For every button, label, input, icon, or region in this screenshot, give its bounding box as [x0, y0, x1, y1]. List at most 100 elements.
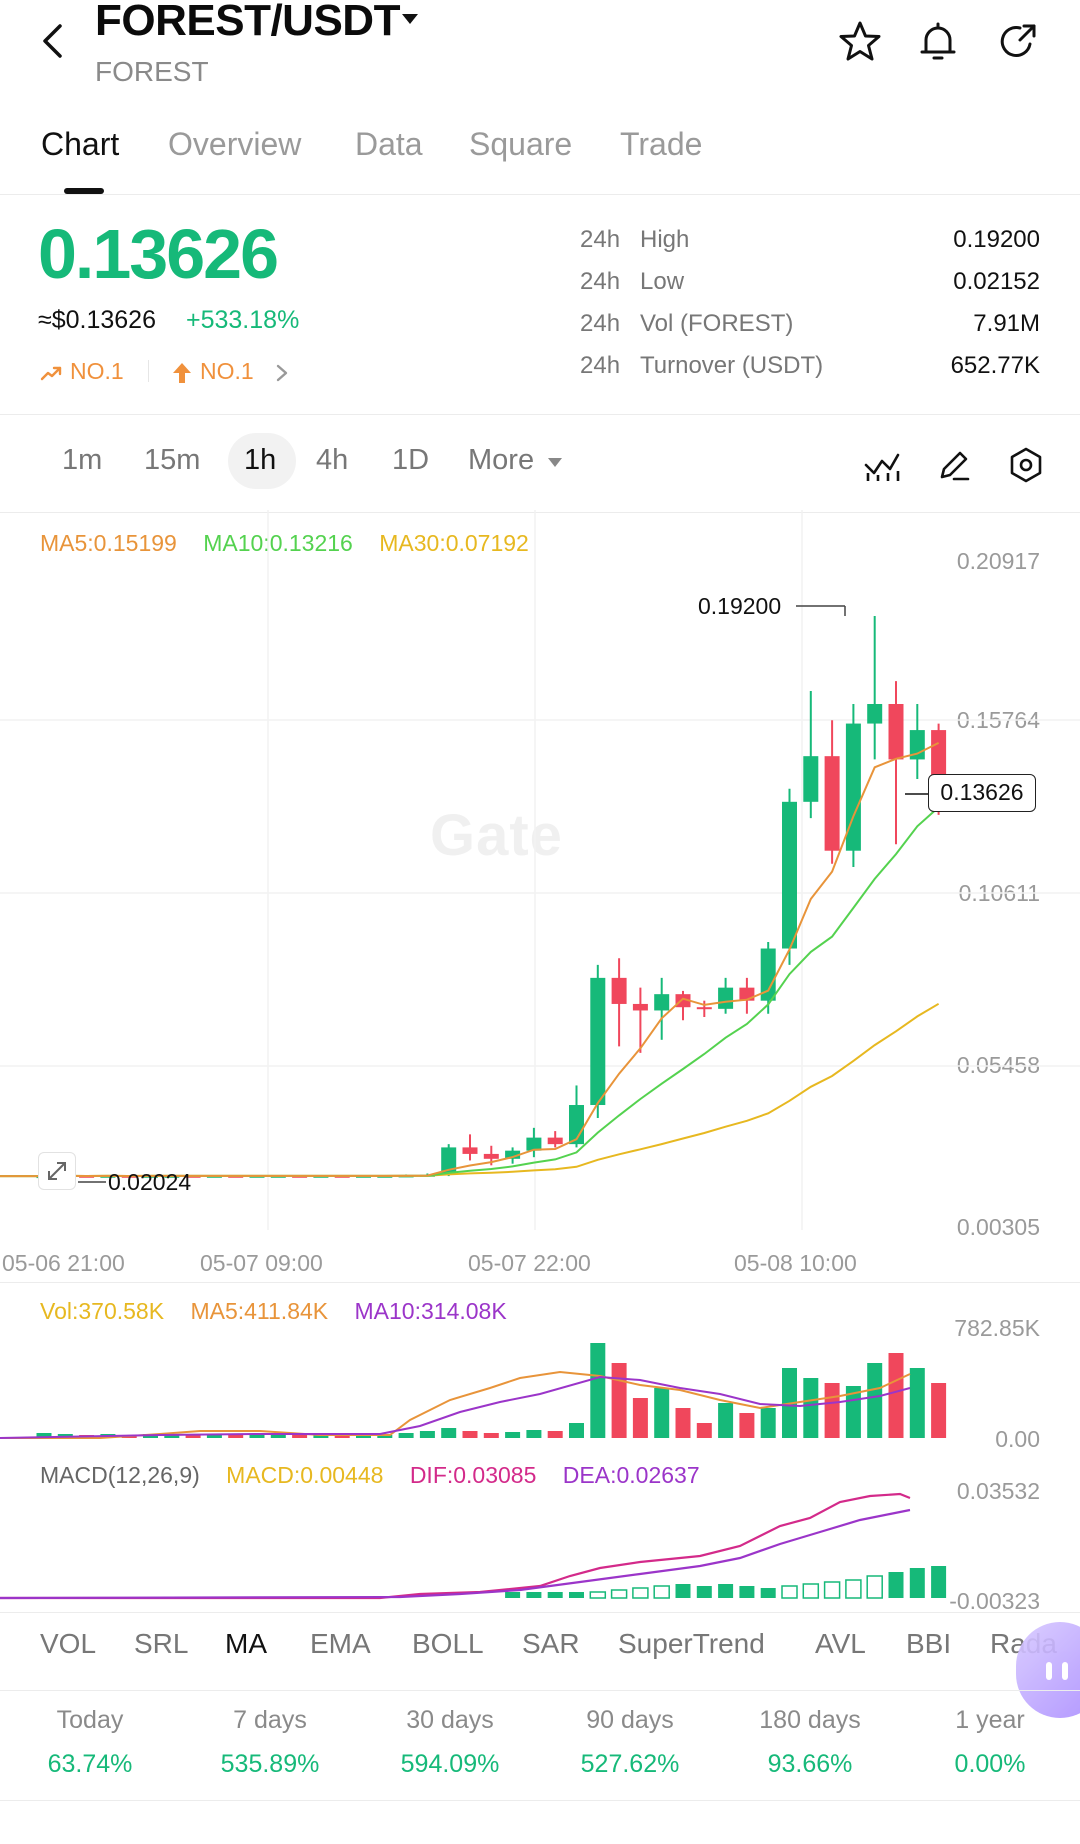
- more-caret-icon[interactable]: [548, 458, 562, 467]
- tab-data[interactable]: Data: [355, 126, 423, 162]
- divider: [0, 194, 1080, 195]
- tab-square[interactable]: Square: [469, 126, 573, 162]
- perf-today-value: 63.74%: [47, 1750, 133, 1778]
- settings-icon[interactable]: [1004, 443, 1048, 487]
- indicator-bbi[interactable]: BBI: [906, 1628, 952, 1659]
- vol-y-bottom: 0.00: [995, 1426, 1040, 1452]
- indicator-supertrend[interactable]: SuperTrend: [618, 1628, 765, 1659]
- volume-bar: [483, 1433, 499, 1438]
- back-arrow-icon[interactable]: [34, 18, 74, 64]
- expand-icon: [48, 1162, 66, 1180]
- chart-gridlines: [0, 510, 1080, 1230]
- base-currency: FOREST: [95, 56, 209, 87]
- divider: [0, 1690, 1080, 1691]
- candle-body: [867, 704, 883, 724]
- last-price: 0.13626: [38, 215, 279, 293]
- stat-turnover-label: 24h Turnover (USDT): [580, 352, 824, 379]
- macd-bar: [760, 1588, 776, 1598]
- vol-label: Vol:370.58K: [40, 1298, 165, 1324]
- volume-bar: [760, 1408, 776, 1438]
- macd-bar: [823, 1581, 841, 1599]
- high-marker: 0.19200: [698, 593, 846, 619]
- indicator-vol[interactable]: VOL: [40, 1628, 97, 1659]
- gate-watermark: Gate: [430, 803, 563, 868]
- volume-bars: [36, 1343, 947, 1438]
- bubble-eye-icon: [1046, 1662, 1052, 1680]
- tab-trade[interactable]: Trade: [620, 126, 703, 162]
- volume-bar: [696, 1423, 712, 1438]
- volume-chart[interactable]: [0, 1330, 1080, 1440]
- ma5-label: MA5:0.15199: [40, 530, 177, 556]
- pair-title[interactable]: FOREST/USDT: [95, 0, 400, 45]
- macd-params-label: MACD(12,26,9): [40, 1462, 200, 1488]
- macd-bar: [675, 1584, 691, 1598]
- assistant-bubble[interactable]: [1016, 1622, 1080, 1718]
- volume-bar: [867, 1363, 883, 1438]
- draw-pencil-icon[interactable]: [932, 443, 976, 487]
- interval-4h[interactable]: 4h: [316, 444, 349, 476]
- macd-bar: [505, 1592, 521, 1598]
- candle-body: [675, 994, 691, 1008]
- macd-chart[interactable]: [0, 1480, 1080, 1605]
- volume-bar: [292, 1435, 308, 1438]
- interval-15m[interactable]: 15m: [144, 444, 201, 476]
- expand-chart-button[interactable]: [38, 1152, 76, 1190]
- candle-body: [824, 756, 840, 851]
- ma-lines: [0, 742, 940, 1178]
- candle-body: [718, 987, 734, 1009]
- perf-1y-value: 0.00%: [954, 1750, 1026, 1778]
- indicator-ma[interactable]: MA: [225, 1628, 267, 1659]
- volume-bar: [590, 1343, 606, 1438]
- stat-high-label: 24h High: [580, 226, 690, 253]
- macd-bar: [569, 1592, 584, 1598]
- rank-gainers-label: NO.1: [200, 358, 254, 384]
- star-icon[interactable]: [836, 18, 884, 66]
- volume-bar: [718, 1403, 734, 1438]
- volume-bar: [206, 1435, 222, 1438]
- macd-bar: [547, 1592, 563, 1598]
- candle-body: [483, 1153, 499, 1159]
- interval-more[interactable]: More: [468, 444, 535, 476]
- dea-line: [0, 1508, 911, 1600]
- macd-legend: MACD(12,26,9) MACD:0.00448 DIF:0.03085 D…: [40, 1462, 700, 1489]
- indicator-boll[interactable]: BOLL: [412, 1628, 484, 1659]
- pair-dropdown-icon[interactable]: [402, 14, 418, 24]
- dif-label: DIF:0.03085: [409, 1462, 537, 1488]
- interval-1d[interactable]: 1D: [392, 444, 430, 476]
- indicator-avl[interactable]: AVL: [815, 1628, 866, 1659]
- indicator-sar[interactable]: SAR: [522, 1628, 580, 1659]
- volume-bar: [547, 1431, 563, 1438]
- macd-bar: [845, 1579, 862, 1599]
- tab-overview[interactable]: Overview: [168, 126, 302, 162]
- ma10-line: [0, 806, 940, 1178]
- interval-1h[interactable]: 1h: [244, 444, 277, 476]
- candle-body: [760, 948, 776, 1001]
- bell-icon[interactable]: [914, 18, 962, 66]
- macd-histogram: [505, 1566, 947, 1599]
- macd-y-bottom: -0.00323: [949, 1588, 1040, 1614]
- candle-body: [462, 1147, 478, 1154]
- vol-ma10-line: [0, 1375, 911, 1439]
- perf-1y-label: 1 year: [955, 1706, 1025, 1734]
- share-icon[interactable]: [994, 18, 1042, 66]
- candle-body: [696, 1007, 712, 1010]
- candle-body: [526, 1137, 542, 1151]
- dif-line: [0, 1492, 911, 1600]
- tab-chart[interactable]: Chart: [41, 126, 120, 162]
- rank-trending[interactable]: NO.1: [40, 358, 124, 385]
- perf-30d-value: 594.09%: [400, 1750, 500, 1778]
- indicator-ema[interactable]: EMA: [310, 1628, 371, 1659]
- price-chart[interactable]: 0.19200 0.02024: [0, 510, 1080, 1230]
- macd-bar: [589, 1591, 607, 1599]
- rank-gainers[interactable]: NO.1: [172, 358, 290, 385]
- indicator-srl[interactable]: SRL: [134, 1628, 189, 1659]
- interval-1m[interactable]: 1m: [62, 444, 103, 476]
- vol-ma5-label: MA5:411.84K: [190, 1298, 329, 1324]
- macd-bar: [802, 1583, 820, 1599]
- divider: [0, 414, 1080, 415]
- indicator-icon[interactable]: [860, 443, 904, 487]
- indicator-tabs: VOL SRL MA EMA BOLL SAR SuperTrend AVL B…: [0, 1628, 1080, 1688]
- last-price-badge: 0.13626: [928, 774, 1036, 812]
- stat-vol-value: 7.91M: [973, 310, 1040, 337]
- interval-active-pill: [228, 433, 296, 489]
